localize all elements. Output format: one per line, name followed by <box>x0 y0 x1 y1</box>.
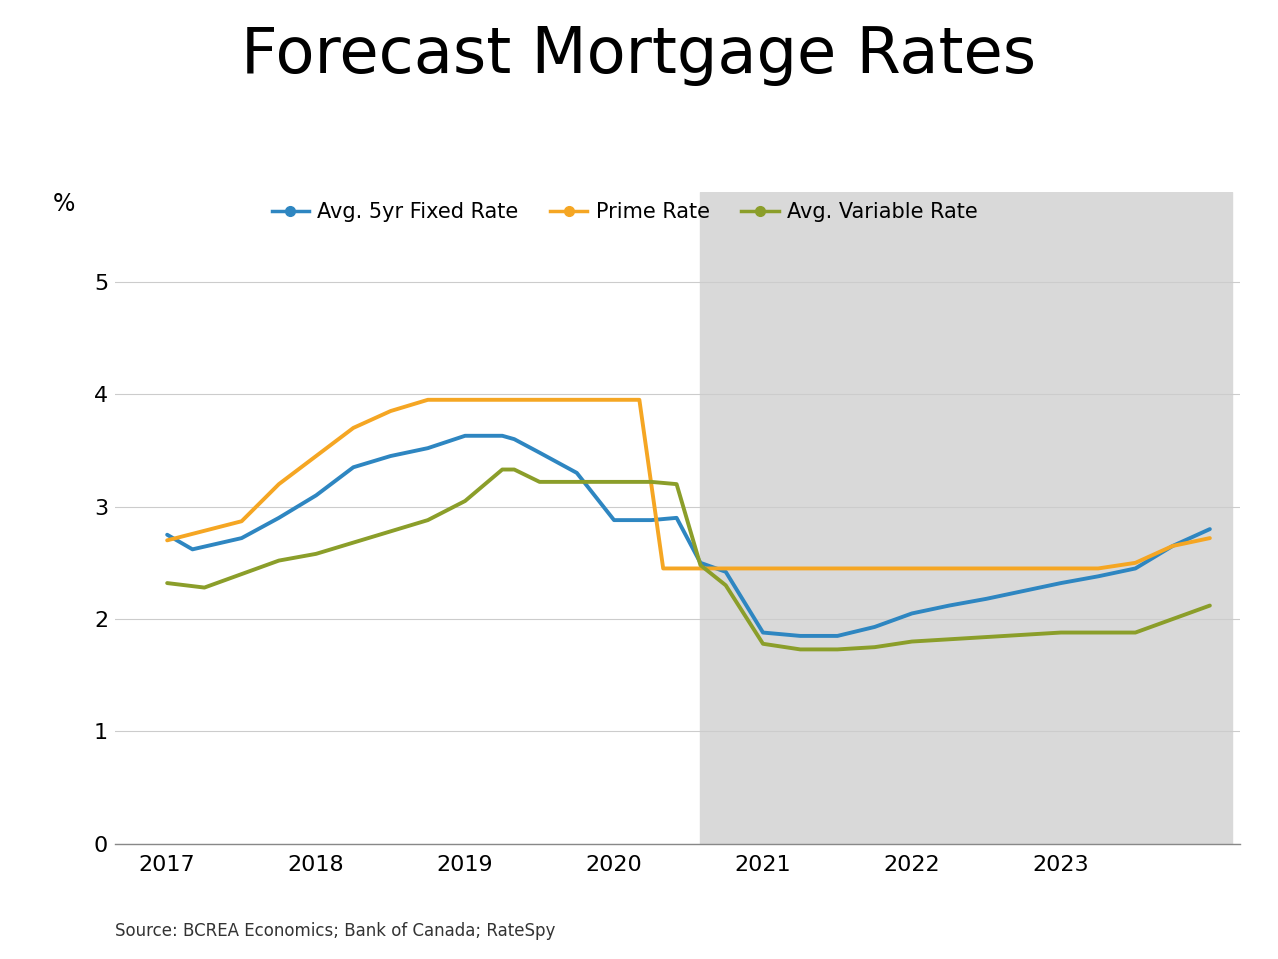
Text: Source: BCREA Economics; Bank of Canada; RateSpy: Source: BCREA Economics; Bank of Canada;… <box>115 922 556 940</box>
Text: %: % <box>54 192 75 216</box>
Bar <box>700 192 1232 844</box>
Legend: Avg. 5yr Fixed Rate, Prime Rate, Avg. Variable Rate: Avg. 5yr Fixed Rate, Prime Rate, Avg. Va… <box>272 202 978 222</box>
Text: Forecast Mortgage Rates: Forecast Mortgage Rates <box>242 24 1036 86</box>
